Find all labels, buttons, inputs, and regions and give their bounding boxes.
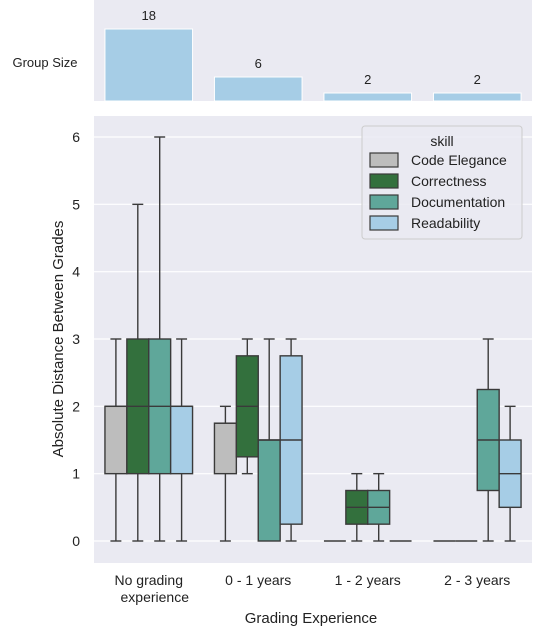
box-correctness-2 <box>345 472 369 542</box>
legend: skill Code Elegance Correctness Documentat… <box>361 125 523 240</box>
group-size-panel: Group Size 18 6 2 2 <box>12 0 532 102</box>
box-series <box>104 136 522 542</box>
legend-items: Code Elegance Correctness Documentation Rea… <box>369 152 507 231</box>
group-size-value-label: 6 <box>255 56 262 71</box>
box-body <box>104 405 128 475</box>
legend-label: Correctness <box>411 173 486 189</box>
legend-frame <box>361 125 523 240</box>
series-correctness <box>126 203 478 542</box>
box-code-elegance-1 <box>213 405 238 542</box>
box-documentation-3 <box>476 338 500 542</box>
group-size-bar-2-3-years <box>432 92 522 102</box>
group-size-value-label: 2 <box>364 72 371 87</box>
y-tick-label: 3 <box>72 331 80 347</box>
y-tick-label: 5 <box>72 196 80 212</box>
box-readability-0 <box>169 338 194 542</box>
x-tick-labels: No grading experience 0 - 1 years 1 - 2 yea… <box>115 572 511 605</box>
box-body <box>257 439 281 542</box>
box-readability-1 <box>279 338 303 542</box>
legend-swatch <box>369 215 399 231</box>
y-axis-label: Absolute Distance Between Grades <box>50 221 67 458</box>
x-tick-label: 1 - 2 years <box>335 572 401 588</box>
series-documentation <box>148 136 500 542</box>
group-size-value-label: 18 <box>142 8 156 23</box>
legend-item-correctness: Correctness <box>369 173 486 189</box>
box-documentation-2 <box>367 472 391 542</box>
x-tick-label: 0 - 1 years <box>225 572 291 588</box>
x-axis-label: Grading Experience <box>245 610 378 627</box>
group-size-bar-1-2-years <box>323 92 413 102</box>
group-size-value-label: 2 <box>474 72 481 87</box>
legend-swatch <box>369 152 399 168</box>
legend-label: Readability <box>411 215 480 231</box>
legend-item-readability: Readability <box>369 215 480 231</box>
legend-title: skill <box>430 133 453 149</box>
series-readability <box>169 338 522 542</box>
legend-swatch <box>369 194 399 210</box>
box-code-elegance-0 <box>104 338 128 542</box>
y-tick-label: 4 <box>72 264 80 280</box>
box-correctness-1 <box>235 338 259 475</box>
y-tick-label: 6 <box>72 129 80 145</box>
group-size-axis-label: Group Size <box>12 55 77 70</box>
box-readability-3 <box>498 405 522 542</box>
legend-label: Documentation <box>411 194 505 210</box>
x-tick-label: 2 - 3 years <box>444 572 510 588</box>
group-size-bar-no-grading-experience <box>104 28 194 102</box>
series-code-elegance <box>104 338 456 542</box>
box-correctness-0 <box>126 203 150 542</box>
box-documentation-1 <box>257 338 281 542</box>
legend-label: Code Elegance <box>411 152 507 168</box>
y-tick-label: 2 <box>72 398 80 414</box>
box-body <box>169 405 194 475</box>
group-size-bar-0-1-years <box>213 76 303 102</box>
group-size-data-labels: 18 6 2 2 <box>142 8 481 87</box>
y-tick-label: 1 <box>72 466 80 482</box>
y-tick-labels: 0 1 2 3 4 5 6 <box>72 129 80 549</box>
legend-swatch <box>369 173 399 189</box>
x-tick-label: No grading experience <box>115 572 190 605</box>
legend-item-code-elegance: Code Elegance <box>369 152 507 168</box>
box-plot-panel: 0 1 2 3 4 5 6 No grading experience 0 - 1 years 1… <box>50 116 532 627</box>
legend-item-documentation: Documentation <box>369 194 505 210</box>
y-tick-label: 0 <box>72 533 80 549</box>
box-body <box>213 422 238 475</box>
group-size-bars <box>104 28 522 102</box>
